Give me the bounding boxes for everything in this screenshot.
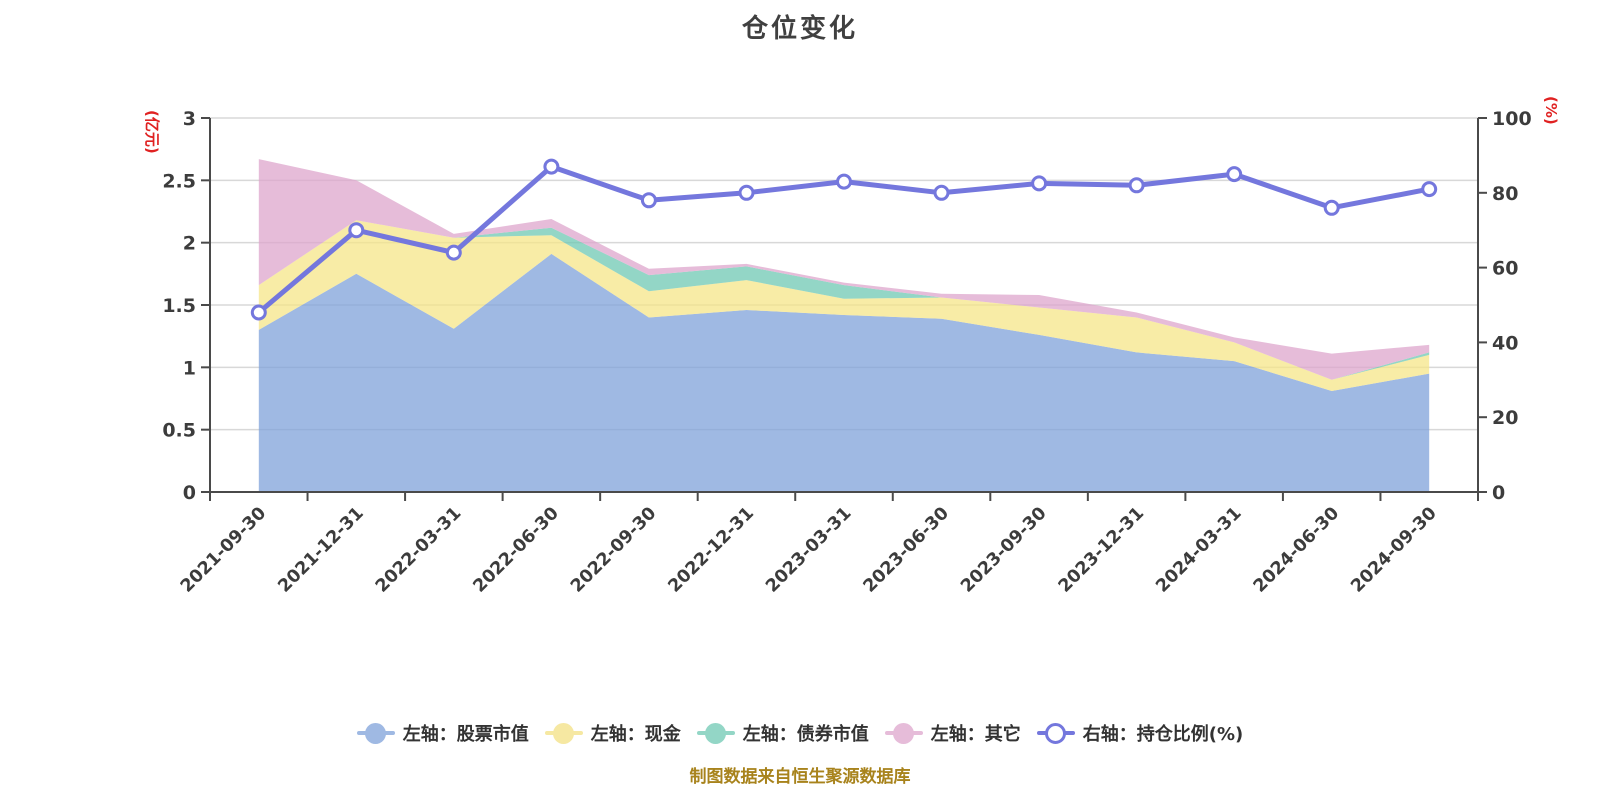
x-axis-label: 2023-12-31 — [1055, 503, 1148, 596]
data-point-dot — [1031, 175, 1048, 192]
data-point-dot — [1128, 177, 1145, 194]
left-axis-tick-label: 2.5 — [162, 170, 196, 192]
legend-marker-icon — [544, 721, 583, 745]
legend-dot-icon — [705, 722, 727, 744]
x-axis-label: 2022-03-31 — [372, 503, 465, 596]
legend-item-4[interactable]: 右轴：持仓比例(%) — [1036, 720, 1244, 746]
ratio-line-series — [250, 158, 1438, 321]
left-axis-tick-label: 3 — [183, 108, 196, 130]
legend-dot-icon — [553, 722, 575, 744]
data-point-dot — [1226, 166, 1243, 183]
left-axis-tick-label: 0 — [183, 482, 196, 504]
x-axis-label: 2023-03-31 — [762, 503, 855, 596]
legend-marker-icon — [1036, 721, 1075, 745]
area-左轴：股票市值 — [258, 253, 1430, 492]
legend-dot-icon — [365, 722, 387, 744]
x-axis-label: 2022-06-30 — [470, 503, 563, 596]
legend-marker-icon — [884, 721, 923, 745]
x-axis-label: 2023-09-30 — [957, 503, 1050, 596]
data-point-dot — [1421, 181, 1438, 198]
legend-item-label: 左轴：现金 — [590, 724, 681, 745]
page-title: 仓位变化 — [741, 14, 858, 44]
data-point-dot — [933, 184, 950, 201]
right-axis-tick-label: 40 — [1492, 332, 1518, 354]
legend-marker-icon — [356, 721, 395, 745]
right-axis-tick-label: 20 — [1492, 407, 1518, 429]
area-左轴：现金 — [258, 220, 1430, 391]
right-axis-tick-label: 60 — [1492, 258, 1518, 280]
legend-item-3[interactable]: 左轴：其它 — [884, 720, 1021, 746]
data-point-dot — [640, 192, 657, 209]
x-axis-label: 2021-09-30 — [177, 503, 270, 596]
legend-dot-icon — [893, 722, 915, 744]
area-series — [258, 159, 1430, 492]
x-axis-label: 2023-06-30 — [860, 503, 953, 596]
x-axis-label: 2024-03-31 — [1152, 503, 1245, 596]
x-axis-label: 2021-12-31 — [275, 503, 368, 596]
legend-item-label: 左轴：其它 — [930, 724, 1021, 745]
legend-item-0[interactable]: 左轴：股票市值 — [356, 720, 529, 746]
data-point-dot — [348, 222, 365, 239]
x-axis-label: 2022-09-30 — [567, 503, 660, 596]
legend-item-label: 右轴：持仓比例(%) — [1082, 724, 1244, 745]
legend-dot-icon — [1045, 722, 1067, 744]
left-axis-tick-label: 0.5 — [162, 420, 196, 442]
left-axis-tick-label: 2 — [183, 233, 196, 255]
legend-item-2[interactable]: 左轴：债券市值 — [696, 720, 869, 746]
right-axis-tick-label: 0 — [1492, 482, 1505, 504]
data-point-dot — [445, 244, 462, 261]
left-axis-tick-label: 1 — [183, 357, 196, 379]
area-左轴：其它 — [258, 159, 1430, 380]
legend: 左轴：股票市值 左轴：现金 左轴：债券市值 左轴：其它 右轴：持仓比例(%) — [0, 710, 1600, 756]
data-point-dot — [1323, 199, 1340, 216]
legend-item-label: 左轴：股票市值 — [402, 724, 529, 745]
legend-item-1[interactable]: 左轴：现金 — [544, 720, 681, 746]
data-point-dot — [543, 158, 560, 175]
data-point-dot — [836, 173, 852, 190]
x-axis-label: 2024-06-30 — [1250, 503, 1343, 596]
left-axis-tick-label: 1.5 — [162, 295, 196, 317]
data-point-dot — [738, 184, 755, 201]
legend-item-label: 左轴：债券市值 — [742, 724, 869, 745]
legend-marker-icon — [696, 721, 735, 745]
right-axis-tick-label: 80 — [1492, 183, 1518, 205]
x-axis-label: 2022-12-31 — [665, 503, 758, 596]
right-axis-tick-label: 100 — [1492, 108, 1532, 130]
x-axis-label: 2024-09-30 — [1347, 503, 1440, 596]
data-source-note: 制图数据来自恒生聚源数据库 — [689, 767, 911, 787]
data-point-dot — [250, 304, 267, 321]
